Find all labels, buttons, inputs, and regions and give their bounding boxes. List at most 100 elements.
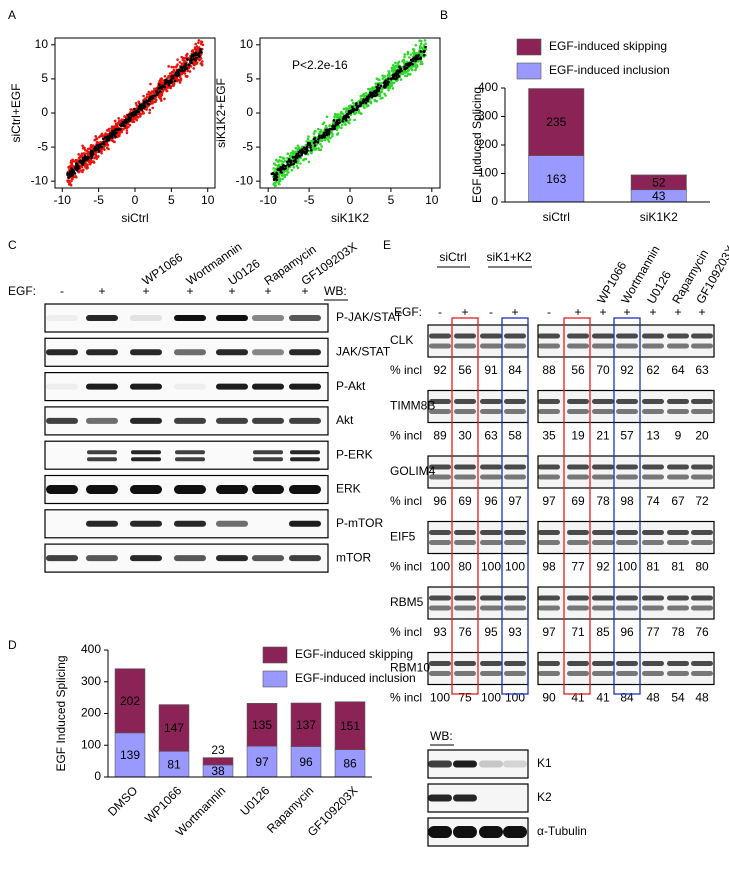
point (381, 77, 385, 80)
point (422, 53, 426, 57)
point (91, 144, 95, 148)
y-tick-label: 0 (41, 105, 48, 119)
incl-value: 75 (458, 691, 472, 705)
point (385, 82, 388, 85)
blot-band (130, 383, 162, 390)
blot-band (567, 661, 589, 666)
point (160, 87, 163, 90)
point (93, 148, 97, 152)
blot-band (592, 409, 614, 414)
blot-band (480, 399, 502, 404)
point (294, 160, 298, 164)
blot-band (480, 333, 502, 339)
point (165, 89, 169, 93)
blot-band (504, 474, 526, 480)
y-tick-label: 0 (94, 769, 101, 783)
incl-value: 21 (596, 429, 610, 443)
point (324, 131, 328, 134)
blot-band (592, 474, 614, 480)
point (328, 127, 332, 131)
point (154, 100, 157, 104)
egf-sign: + (599, 305, 606, 319)
blot-band (429, 530, 451, 535)
point (361, 101, 365, 105)
point (145, 95, 149, 99)
point (193, 52, 196, 55)
incl-value: 35 (542, 429, 556, 443)
incl-value: 76 (695, 625, 709, 639)
value-label: 38 (211, 764, 225, 778)
point (380, 81, 383, 85)
blot-band (252, 555, 284, 562)
blot-band (567, 333, 589, 339)
x-tick-label: 10 (425, 193, 439, 207)
blot-band (290, 450, 320, 455)
point (352, 108, 356, 112)
point (410, 68, 414, 72)
blot-band (592, 343, 614, 349)
point (122, 127, 125, 131)
bar-segment (334, 701, 366, 750)
point (361, 103, 365, 107)
blot-band (174, 315, 206, 321)
blot-band (616, 661, 638, 666)
point (128, 123, 132, 127)
blot-band (454, 343, 476, 349)
point (299, 162, 302, 165)
incl-label: % incl (390, 560, 422, 574)
blot-band (289, 555, 321, 562)
blot-band (87, 457, 117, 462)
point (413, 56, 416, 59)
blot-band (567, 671, 589, 676)
point (101, 137, 105, 141)
point (127, 119, 131, 122)
point (176, 58, 179, 61)
point (274, 173, 277, 177)
x-tick-label: siK1K2 (640, 210, 678, 224)
point (375, 99, 378, 103)
point (170, 74, 173, 78)
blot-band (642, 605, 664, 611)
blot-band (592, 540, 614, 545)
x-tick-label: 5 (388, 193, 395, 207)
y-tick-label: 400 (81, 642, 101, 656)
value-label: 135 (252, 718, 272, 732)
point (119, 127, 122, 131)
blot-band (691, 671, 713, 676)
blot-band (691, 530, 713, 535)
value-label: 43 (652, 189, 666, 203)
blot-frame (537, 389, 715, 424)
blot-band (504, 399, 526, 404)
incl-value: 92 (620, 363, 634, 377)
blot-band (86, 555, 118, 562)
point (328, 124, 331, 128)
point (375, 77, 379, 80)
point (322, 121, 326, 124)
point (94, 145, 97, 149)
gene-label: CLK (390, 333, 413, 347)
point (72, 170, 76, 173)
point (361, 94, 364, 97)
blot-band (480, 605, 502, 611)
blot-band (46, 555, 78, 562)
point (312, 132, 316, 135)
point (116, 128, 119, 131)
point (281, 161, 285, 164)
incl-value: 20 (695, 429, 709, 443)
point (306, 149, 309, 152)
incl-value: 81 (671, 560, 685, 574)
blot-band (642, 671, 664, 676)
point (67, 176, 70, 179)
point (149, 82, 152, 86)
blot-band (130, 485, 162, 494)
point (364, 101, 368, 105)
y-tick-label: 200 (81, 706, 101, 720)
blot-band (538, 409, 560, 414)
egf-sign: + (142, 284, 149, 298)
point (179, 78, 183, 82)
treatment-label: WP1066 (140, 250, 186, 288)
point (368, 94, 372, 98)
point (326, 135, 330, 139)
point (278, 159, 281, 162)
point (376, 87, 379, 91)
